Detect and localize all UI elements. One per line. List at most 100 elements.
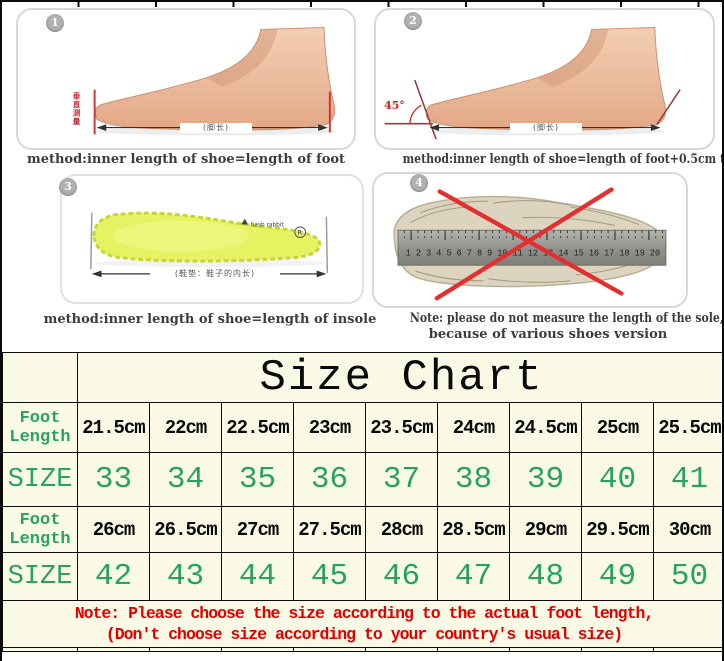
size-cell: 45 xyxy=(293,552,366,601)
foot-length-cell: 23cm xyxy=(293,402,366,453)
sole-ruler-illustration: 1 2 3 4 5 6 7 8 9 10 11 12 13 14 15 16 1… xyxy=(393,187,667,301)
foot-length-cell: 24.5cm xyxy=(509,402,582,453)
row-header-foot-length-1: Foot Length xyxy=(2,402,78,453)
foot-shading xyxy=(205,29,278,87)
panel-measure-insole: hash rabbit R xyxy=(60,174,364,304)
caption-step-1: method:inner length of shoe=length of fo… xyxy=(26,152,346,167)
arrow-head-left xyxy=(91,270,102,278)
foot-length-label-2: (脚长) xyxy=(510,123,582,133)
insole-highlight xyxy=(113,220,249,252)
step-4-badge: 4 xyxy=(410,174,428,192)
foot-length-cell: 25cm xyxy=(581,402,654,453)
foot-length-cell: 27cm xyxy=(221,506,294,553)
insole-length-label: (鞋垫：鞋子的内长) xyxy=(150,269,280,279)
arrow-head-left xyxy=(96,124,107,131)
caption-step-4-line2: because of various shoes version xyxy=(428,327,668,342)
tread-line xyxy=(522,216,615,226)
size-cell: 35 xyxy=(221,452,294,507)
size-cell: 50 xyxy=(653,552,722,601)
arrow-head-right xyxy=(318,124,328,131)
row-header-size-2: SIZE xyxy=(2,552,78,601)
tread-line xyxy=(415,270,484,282)
toe-end-line xyxy=(90,212,93,270)
logo-text: hash rabbit xyxy=(251,222,285,228)
red-cross-line-2 xyxy=(434,187,614,301)
toe-line xyxy=(432,118,449,126)
angle-slant-toe xyxy=(414,79,437,140)
caption-step-4: Note: please do not measure the length o… xyxy=(380,311,722,343)
foot-length-cell: 26cm xyxy=(77,506,150,553)
size-cell: 41 xyxy=(653,452,722,507)
foot-length-cell: 29.5cm xyxy=(581,506,654,553)
title-row-empty-cell xyxy=(2,352,78,403)
foot-length-cell: 24cm xyxy=(437,402,510,453)
size-cell: 34 xyxy=(149,452,222,507)
ruler-ticks-major xyxy=(398,230,666,240)
size-cell: 46 xyxy=(365,552,438,601)
step-3-badge: 3 xyxy=(59,178,77,196)
foot-length-label-1: (脚长) xyxy=(180,123,252,133)
step-1-badge: 1 xyxy=(46,14,64,32)
foot-shape xyxy=(425,26,666,131)
tread-line xyxy=(410,206,469,223)
size-cell: 39 xyxy=(509,452,582,507)
arrow-head-right xyxy=(650,124,661,131)
rabbit-logo-icon xyxy=(241,218,248,225)
insole-shadow xyxy=(93,259,327,268)
caption-step-3: method:inner length of shoe=length of in… xyxy=(43,312,377,327)
size-cell: 42 xyxy=(77,552,150,601)
foot-length-cell: 28cm xyxy=(365,506,438,553)
angle-45-label: 45° xyxy=(384,99,405,112)
foot-shading xyxy=(536,29,609,87)
angle-arc xyxy=(409,104,422,124)
foot-length-cell: 22cm xyxy=(149,402,222,453)
foot-shape xyxy=(95,26,336,131)
ruler-numbers: 1 2 3 4 5 6 7 8 9 10 11 12 13 14 15 16 1… xyxy=(406,249,660,259)
foot-length-cell: 29cm xyxy=(509,506,582,553)
toe-line xyxy=(114,122,133,128)
row-header-size-1: SIZE xyxy=(2,452,78,507)
size-cell: 38 xyxy=(437,452,510,507)
foot-length-cell: 22.5cm xyxy=(221,402,294,453)
foot-length-cell: 26.5cm xyxy=(149,506,222,553)
foot-length-cell: 23.5cm xyxy=(365,402,438,453)
size-chart-section: Size Chart Foot Length 21.5cm 22cm 22.5c… xyxy=(2,352,722,652)
toe-line xyxy=(445,122,464,128)
tread-line xyxy=(488,278,571,283)
cutoff-row xyxy=(2,647,722,652)
caption-step-2: method:inner length of shoe=length of fo… xyxy=(368,152,722,168)
angle-slant-heel xyxy=(656,89,681,126)
foot-length-cell: 30cm xyxy=(653,506,722,553)
size-chart-table: Size Chart Foot Length 21.5cm 22cm 22.5c… xyxy=(2,352,722,652)
registered-mark-circle xyxy=(294,226,307,239)
size-cell: 43 xyxy=(149,552,222,601)
note-line-2: (Don't choose size according to your cou… xyxy=(105,625,623,644)
caption-step-4-line1: Note: please do not measure the length o… xyxy=(409,311,724,326)
tread-line xyxy=(493,200,571,206)
size-cell: 44 xyxy=(221,552,294,601)
size-chart-title: Size Chart xyxy=(77,352,722,403)
size-cell: 47 xyxy=(437,552,510,601)
foot-length-cell: 27.5cm xyxy=(293,506,366,553)
size-cell: 48 xyxy=(509,552,582,601)
arrow-head-right xyxy=(316,270,327,278)
row-header-foot-length-2: Foot Length xyxy=(2,506,78,553)
toe-line xyxy=(102,118,119,126)
foot-length-cell: 21.5cm xyxy=(77,402,150,453)
table-edge-strip xyxy=(2,0,722,7)
panel-do-not-measure-sole: 1 2 3 4 5 6 7 8 9 10 11 12 13 14 15 16 1… xyxy=(372,172,688,308)
size-cell: 40 xyxy=(581,452,654,507)
note-row: Note: Please choose the size according t… xyxy=(2,600,722,648)
size-cell: 37 xyxy=(365,452,438,507)
tread-line xyxy=(420,200,489,214)
caption-step-2-text: method:inner length of shoe=length of fo… xyxy=(402,152,722,167)
vertical-measure-label: 垂直测量 xyxy=(72,92,81,126)
arrow-head-left xyxy=(429,124,440,131)
step-2-badge: 2 xyxy=(404,12,422,30)
foot-length-cell: 25.5cm xyxy=(653,402,722,453)
size-cell: 36 xyxy=(293,452,366,507)
insole-illustration: hash rabbit R xyxy=(90,211,329,278)
foot-length-cell: 28.5cm xyxy=(437,506,510,553)
size-cell: 49 xyxy=(581,552,654,601)
